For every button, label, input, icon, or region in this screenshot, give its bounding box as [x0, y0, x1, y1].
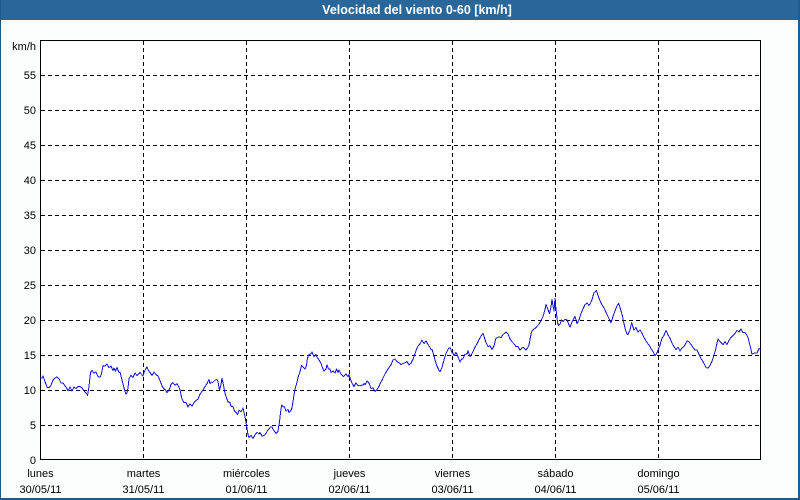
- svg-text:02/06/11: 02/06/11: [328, 484, 370, 496]
- svg-text:0: 0: [30, 455, 36, 467]
- svg-text:50: 50: [24, 105, 36, 117]
- svg-text:55: 55: [24, 70, 36, 82]
- svg-text:jueves: jueves: [333, 468, 366, 480]
- svg-text:10: 10: [24, 385, 36, 397]
- svg-text:25: 25: [24, 280, 36, 292]
- svg-text:05/06/11: 05/06/11: [637, 484, 679, 496]
- svg-text:04/06/11: 04/06/11: [534, 484, 576, 496]
- svg-text:km/h: km/h: [12, 41, 36, 53]
- svg-text:35: 35: [24, 210, 36, 222]
- svg-text:45: 45: [24, 140, 36, 152]
- svg-text:31/05/11: 31/05/11: [122, 484, 164, 496]
- svg-text:30: 30: [24, 245, 36, 257]
- svg-text:miércoles: miércoles: [223, 468, 271, 480]
- svg-text:martes: martes: [127, 468, 161, 480]
- svg-text:domingo: domingo: [637, 468, 679, 480]
- svg-text:lunes: lunes: [27, 468, 54, 480]
- svg-text:15: 15: [24, 350, 36, 362]
- svg-text:40: 40: [24, 175, 36, 187]
- svg-text:sábado: sábado: [537, 468, 573, 480]
- svg-text:01/06/11: 01/06/11: [225, 484, 267, 496]
- svg-text:viernes: viernes: [435, 468, 471, 480]
- svg-text:03/06/11: 03/06/11: [431, 484, 473, 496]
- svg-text:20: 20: [24, 315, 36, 327]
- svg-text:5: 5: [30, 420, 36, 432]
- svg-text:30/05/11: 30/05/11: [19, 484, 61, 496]
